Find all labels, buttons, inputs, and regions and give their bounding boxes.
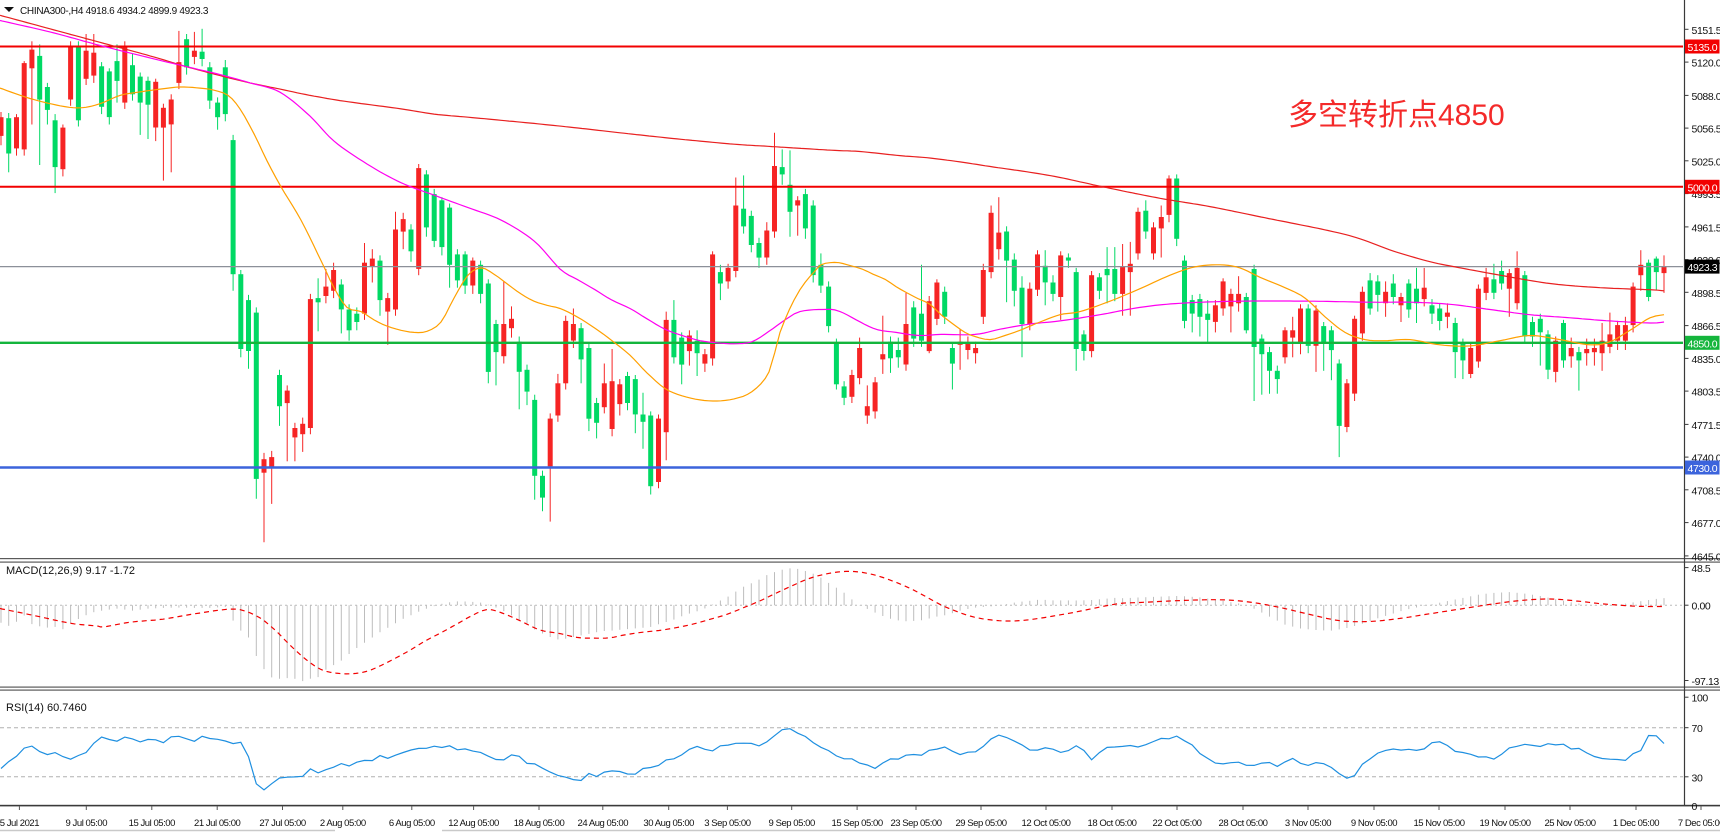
svg-text:6 Aug 05:00: 6 Aug 05:00 bbox=[389, 818, 435, 829]
svg-text:30 Aug 05:00: 30 Aug 05:00 bbox=[643, 818, 694, 829]
svg-text:28 Oct 05:00: 28 Oct 05:00 bbox=[1219, 818, 1268, 829]
svg-text:15 Sep 05:00: 15 Sep 05:00 bbox=[832, 818, 883, 829]
svg-text:5 Jul 2021: 5 Jul 2021 bbox=[0, 818, 39, 829]
svg-text:48.5: 48.5 bbox=[1692, 563, 1711, 575]
svg-text:15 Nov 05:00: 15 Nov 05:00 bbox=[1413, 818, 1464, 829]
svg-text:4730.0: 4730.0 bbox=[1688, 463, 1718, 475]
svg-text:24 Aug 05:00: 24 Aug 05:00 bbox=[577, 818, 628, 829]
svg-text:9 Jul 05:00: 9 Jul 05:00 bbox=[66, 818, 108, 829]
svg-text:21 Jul 05:00: 21 Jul 05:00 bbox=[194, 818, 241, 829]
svg-text:4677.0: 4677.0 bbox=[1692, 518, 1720, 530]
svg-text:4771.5: 4771.5 bbox=[1692, 420, 1720, 432]
svg-text:0.00: 0.00 bbox=[1692, 601, 1711, 613]
svg-text:25 Nov 05:00: 25 Nov 05:00 bbox=[1544, 818, 1595, 829]
svg-text:4923.3: 4923.3 bbox=[1688, 262, 1718, 274]
svg-text:RSI(14) 60.7460: RSI(14) 60.7460 bbox=[6, 702, 87, 714]
svg-text:15 Jul 05:00: 15 Jul 05:00 bbox=[129, 818, 176, 829]
svg-text:3 Nov 05:00: 3 Nov 05:00 bbox=[1285, 818, 1331, 829]
svg-text:18 Aug 05:00: 18 Aug 05:00 bbox=[514, 818, 565, 829]
svg-text:100: 100 bbox=[1692, 693, 1709, 705]
svg-text:3 Sep 05:00: 3 Sep 05:00 bbox=[704, 818, 750, 829]
svg-text:12 Oct 05:00: 12 Oct 05:00 bbox=[1022, 818, 1071, 829]
svg-text:4850.0: 4850.0 bbox=[1688, 338, 1718, 350]
svg-text:23 Sep 05:00: 23 Sep 05:00 bbox=[890, 818, 941, 829]
svg-text:7 Dec 05:00: 7 Dec 05:00 bbox=[1678, 818, 1720, 829]
svg-text:4835.0: 4835.0 bbox=[1692, 354, 1720, 366]
svg-text:多空转折点4850: 多空转折点4850 bbox=[1288, 99, 1505, 132]
svg-text:5056.5: 5056.5 bbox=[1692, 124, 1720, 136]
svg-text:22 Oct 05:00: 22 Oct 05:00 bbox=[1153, 818, 1202, 829]
svg-text:4866.5: 4866.5 bbox=[1692, 321, 1720, 333]
svg-text:29 Sep 05:00: 29 Sep 05:00 bbox=[955, 818, 1006, 829]
svg-text:4708.5: 4708.5 bbox=[1692, 485, 1720, 497]
svg-text:4645.0: 4645.0 bbox=[1692, 551, 1720, 563]
svg-text:1 Dec 05:00: 1 Dec 05:00 bbox=[1613, 818, 1659, 829]
svg-text:18 Oct 05:00: 18 Oct 05:00 bbox=[1088, 818, 1137, 829]
svg-text:12 Aug 05:00: 12 Aug 05:00 bbox=[448, 818, 499, 829]
svg-text:5120.0: 5120.0 bbox=[1692, 58, 1720, 70]
svg-text:4961.5: 4961.5 bbox=[1692, 222, 1720, 234]
svg-text:27 Jul 05:00: 27 Jul 05:00 bbox=[259, 818, 306, 829]
svg-text:9 Sep 05:00: 9 Sep 05:00 bbox=[769, 818, 815, 829]
svg-text:5151.5: 5151.5 bbox=[1692, 25, 1720, 37]
svg-text:5135.0: 5135.0 bbox=[1688, 42, 1718, 54]
svg-text:9 Nov 05:00: 9 Nov 05:00 bbox=[1351, 818, 1397, 829]
svg-text:CHINA300-,H4 4918.6 4934.2 48: CHINA300-,H4 4918.6 4934.2 4899.9 4923.3 bbox=[20, 6, 209, 17]
svg-text:30: 30 bbox=[1692, 772, 1703, 784]
svg-text:4898.5: 4898.5 bbox=[1692, 288, 1720, 300]
svg-text:5025.0: 5025.0 bbox=[1692, 156, 1720, 168]
svg-text:0: 0 bbox=[1692, 801, 1698, 813]
svg-text:4803.5: 4803.5 bbox=[1692, 387, 1720, 399]
svg-text:5088.0: 5088.0 bbox=[1692, 91, 1720, 103]
svg-text:-97.13: -97.13 bbox=[1692, 676, 1720, 688]
svg-text:2 Aug 05:00: 2 Aug 05:00 bbox=[320, 818, 366, 829]
svg-text:19 Nov 05:00: 19 Nov 05:00 bbox=[1479, 818, 1530, 829]
svg-text:5000.0: 5000.0 bbox=[1688, 182, 1718, 194]
svg-text:MACD(12,26,9) 9.17 -1.72: MACD(12,26,9) 9.17 -1.72 bbox=[6, 565, 135, 577]
svg-text:70: 70 bbox=[1692, 723, 1703, 735]
